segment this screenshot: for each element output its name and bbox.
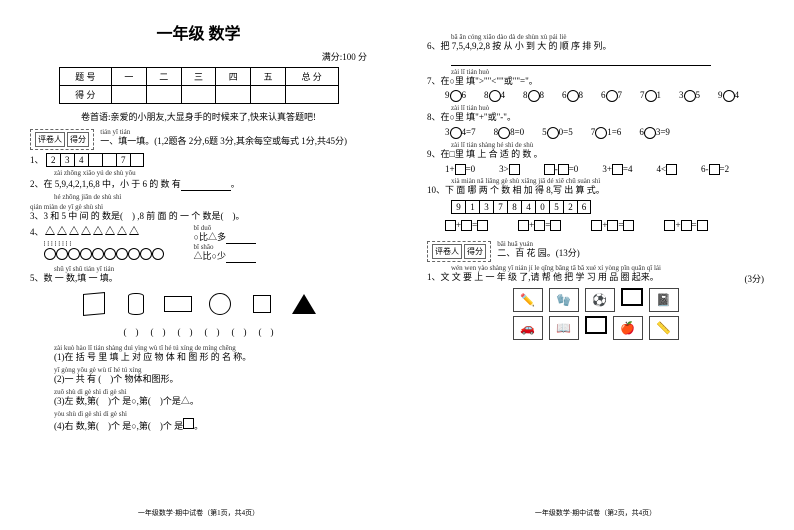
q5-text: 5、数 一 数,填 一 填。: [30, 273, 118, 283]
s1-title: 一、填一填。(1,2题各 2分,6题 3分,其余每空或每式 1分,共45分): [100, 136, 347, 146]
th-3: 三: [181, 68, 216, 86]
blank-box-1: [621, 288, 643, 306]
q2-blank: [181, 181, 231, 191]
doc-title: 一年级 数学: [30, 20, 367, 44]
q3-pinyin-l: hé zhōng jiān de shù shì: [54, 194, 367, 201]
score-table: 题 号 一 二 三 四 五 总 分 得 分: [59, 67, 339, 104]
q2-pinyin: zài zhōng xiǎo yú de shù yǒu: [54, 170, 367, 177]
q6-blank: [451, 56, 711, 66]
q10-nums: 9 1 3 7 8 4 0 5 2 6: [451, 200, 764, 214]
grader-box: 评卷人 得分: [30, 129, 94, 150]
q3-l: 3、3 和 5 中 间 的 数是( ): [30, 211, 135, 221]
q7-items: 96 84 88 68 67 71 35 94: [445, 90, 764, 102]
page-right: bǎ ān cóng xiǎo dào dà de shùn xù pái li…: [397, 0, 794, 530]
book-icon: 📖: [549, 316, 579, 340]
q4-circles: [44, 248, 164, 258]
row2-label: 得 分: [59, 86, 112, 104]
q3-pinyin-r: qián miàn de yī gè shù shì: [30, 203, 103, 211]
grader-label: 评卷人: [35, 132, 65, 147]
shape-row: [30, 287, 367, 321]
th-2: 二: [146, 68, 181, 86]
blank-box-2: [585, 316, 607, 334]
apple-icon: 🍎: [613, 316, 643, 340]
q4-triangles: [44, 228, 140, 238]
q9-items: 1+=0 3> -=0 3+=4 4< 6-=2: [445, 164, 764, 175]
notebook-icon: 📓: [649, 288, 679, 312]
s1-pinyin: tián yī tián: [100, 129, 347, 136]
ruler-icon: 📏: [649, 316, 679, 340]
score-label: 得分: [67, 132, 89, 147]
ball-icon: ⚽: [585, 288, 615, 312]
footer-right: 一年级数学·期中试卷（第2页，共4页）: [397, 508, 794, 518]
footer-left: 一年级数学·期中试卷（第1页，共4页）: [0, 508, 397, 518]
q3-r: ,8 前 面 的 一 个 数是( )。: [137, 211, 244, 221]
q1-boxes: 2 3 4 7: [46, 153, 144, 167]
car-icon: 🚗: [513, 316, 543, 340]
q5-pinyin: shǔ yī shǔ tián yī tián: [54, 266, 367, 273]
q8-items: 34=7 88=0 50=5 71=6 63=9: [445, 127, 764, 139]
th-4: 四: [216, 68, 251, 86]
pencil-icon: ✏️: [513, 288, 543, 312]
grader-box-2: 评卷人 得分: [427, 241, 491, 262]
tools-row-1: ✏️ 🧤 ⚽ 📓: [427, 288, 764, 312]
th-1: 一: [112, 68, 147, 86]
page-left: 一年级 数学 满分:100 分 题 号 一 二 三 四 五 总 分 得 分 卷首…: [0, 0, 397, 530]
q2-text: 2、在 5,9,4,2,1,6,8 中，小 于 6 的 数 有: [30, 179, 181, 189]
q10-answers: += += += +=: [445, 220, 764, 231]
mitten-icon: 🧤: [549, 288, 579, 312]
tools-row-2: 🚗 📖 🍎 📏: [427, 316, 764, 340]
full-score: 满分:100 分: [30, 50, 367, 63]
th-5: 五: [251, 68, 286, 86]
th-0: 题 号: [59, 68, 112, 86]
th-6: 总 分: [285, 68, 338, 86]
intro-text: 卷首语:亲爱的小朋友,大显身手的时候来了,快来认真答题吧!: [30, 110, 367, 123]
